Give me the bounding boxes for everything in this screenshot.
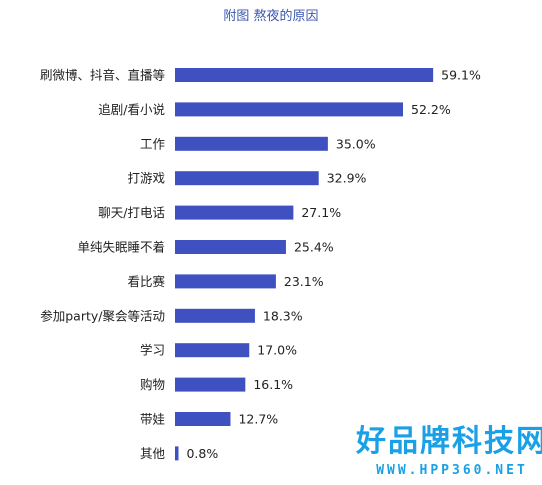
value-label: 12.7% xyxy=(238,412,278,427)
category-label: 学习 xyxy=(140,343,165,358)
value-label: 16.1% xyxy=(253,377,293,392)
bars-group: 刷微博、抖音、直播等 59.1% 追剧/看小说 52.2% 工作 35.0% 打游戏 32.9… xyxy=(40,68,481,461)
category-label: 刷微博、抖音、直播等 xyxy=(40,68,165,83)
chart-title: 附图 熬夜的原因 xyxy=(223,8,318,24)
category-label: 工作 xyxy=(140,136,166,151)
watermark-title: 好品牌科技网 xyxy=(355,424,542,459)
category-label: 追剧/看小说 xyxy=(98,102,165,117)
bar xyxy=(175,102,404,117)
value-label: 52.2% xyxy=(411,102,451,117)
value-label: 27.1% xyxy=(301,205,341,220)
value-label: 17.0% xyxy=(257,343,297,358)
bar xyxy=(175,171,319,186)
bar xyxy=(175,68,434,82)
category-label: 参加party/聚会等活动 xyxy=(40,308,165,323)
bar xyxy=(175,136,328,151)
category-label: 带娃 xyxy=(140,412,165,427)
watermark: 好品牌科技网 WWW.HPP360.NET xyxy=(355,424,542,478)
value-label: 25.4% xyxy=(294,240,334,255)
category-label: 打游戏 xyxy=(127,171,165,186)
bar xyxy=(175,377,246,392)
watermark-url: WWW.HPP360.NET xyxy=(376,463,528,478)
category-label: 购物 xyxy=(140,377,165,392)
category-label: 其他 xyxy=(140,446,166,461)
value-label: 32.9% xyxy=(327,171,367,186)
category-label: 看比赛 xyxy=(127,274,165,289)
bar xyxy=(175,205,294,220)
bar xyxy=(175,274,276,289)
bar xyxy=(175,412,231,426)
value-label: 59.1% xyxy=(441,68,481,83)
value-label: 35.0% xyxy=(336,136,376,151)
value-label: 23.1% xyxy=(284,274,324,289)
category-label: 单纯失眠睡不着 xyxy=(77,240,165,255)
value-label: 18.3% xyxy=(263,308,303,323)
bar xyxy=(175,343,250,358)
bar xyxy=(175,446,179,461)
value-label: 0.8% xyxy=(186,446,218,461)
category-label: 聊天/打电话 xyxy=(98,205,165,220)
bar xyxy=(175,240,286,254)
bar xyxy=(175,308,255,323)
